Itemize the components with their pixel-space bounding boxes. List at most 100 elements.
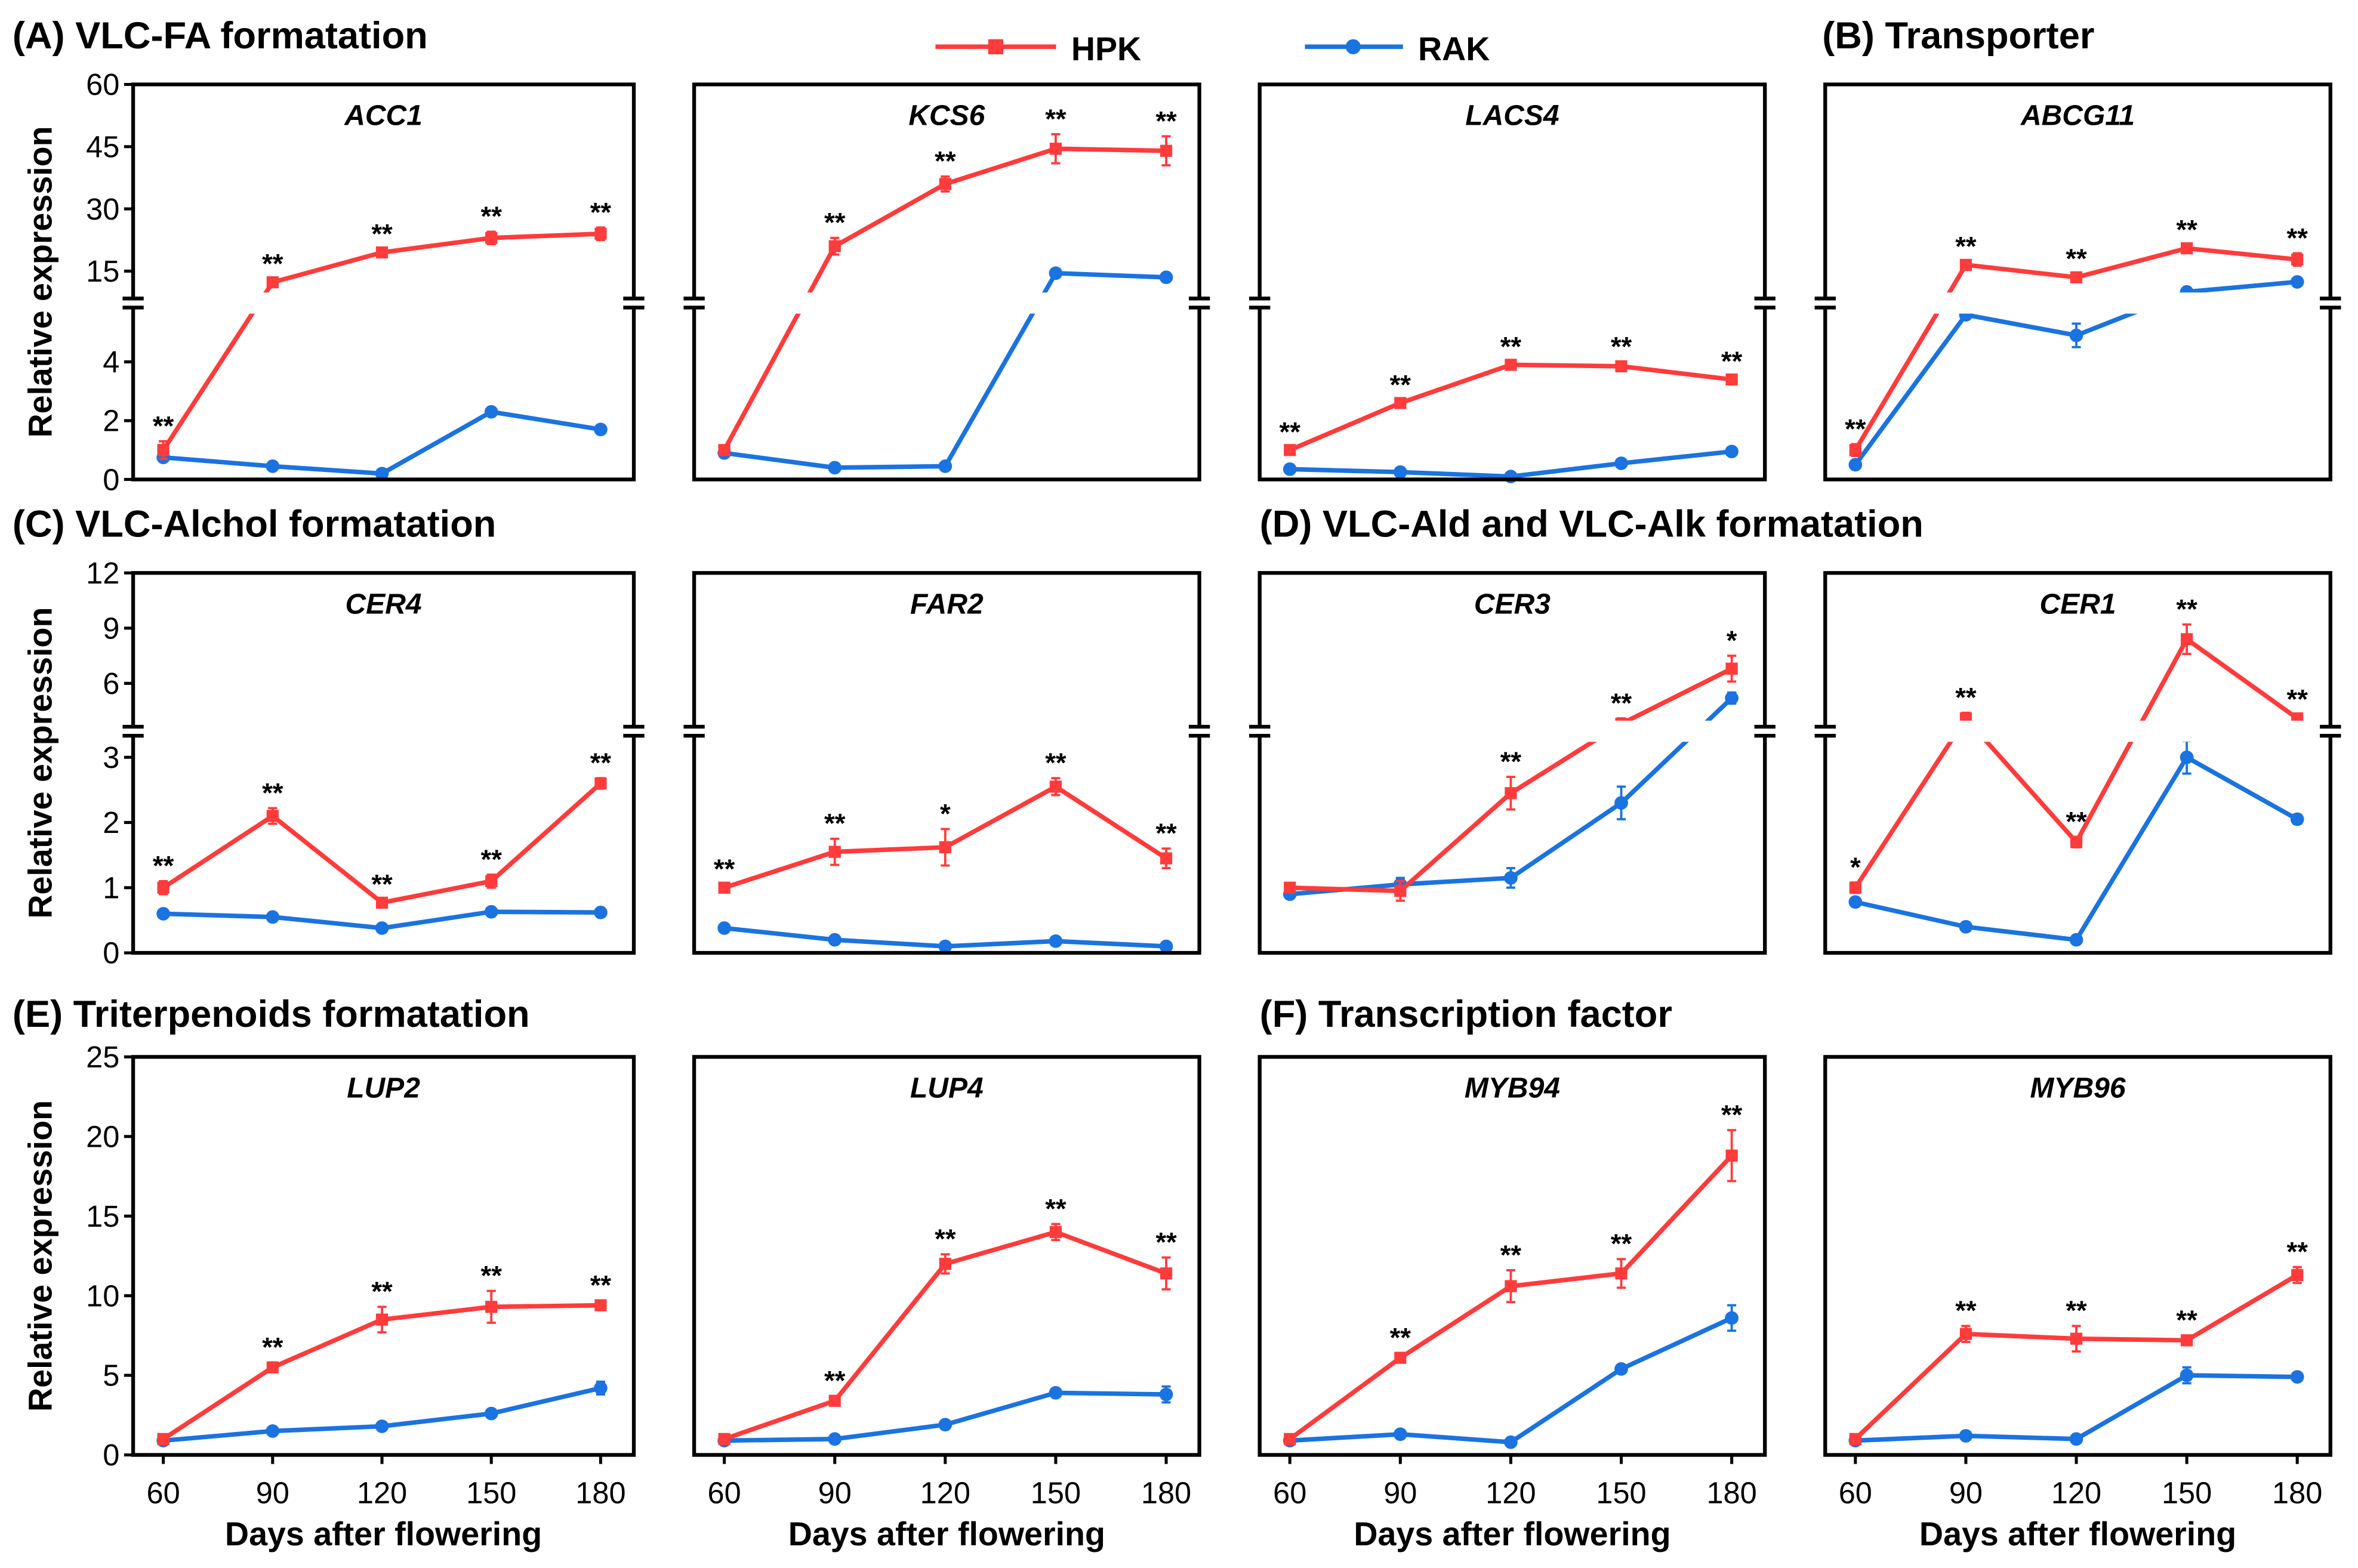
y-tick-label: 6	[103, 666, 119, 700]
x-tick-label: 150	[466, 1476, 516, 1510]
x-tick-label: 120	[920, 1476, 970, 1510]
significance-label: **	[1155, 1227, 1177, 1257]
significance-label: **	[262, 248, 283, 279]
data-point-hpk	[1049, 1226, 1062, 1239]
significance-label: **	[1721, 1100, 1743, 1130]
series-hpk	[157, 777, 607, 909]
significance-label: *	[1850, 852, 1861, 882]
significance-label: **	[1045, 1193, 1067, 1224]
data-point-hpk	[2070, 1332, 2083, 1345]
x-tick-label: 90	[1949, 1476, 1983, 1510]
data-point-rak	[1848, 895, 1863, 909]
y-tick-label: 2	[103, 805, 119, 839]
significance-label: **	[1155, 818, 1177, 848]
series-line-rak	[1855, 1373, 2298, 1443]
significance-label: **	[481, 844, 503, 875]
significance-label: **	[1280, 416, 1301, 447]
data-point-rak	[2069, 328, 2083, 342]
data-point-hpk	[485, 1301, 498, 1313]
y-tick-label: 0	[103, 462, 119, 496]
section-title-f: (F) Transcription factor	[1260, 993, 1672, 1035]
data-point-rak	[1959, 1429, 1973, 1443]
y-tick-label: 60	[86, 67, 119, 101]
data-point-hpk	[1725, 662, 1738, 675]
panel-title: CER4	[346, 588, 422, 620]
data-point-hpk	[2070, 271, 2083, 283]
series-rak	[717, 266, 1173, 475]
series-hpk	[157, 226, 607, 460]
y-tick-label: 15	[86, 1199, 119, 1233]
axis-break-gap	[136, 720, 631, 742]
significance-label: **	[1955, 231, 1977, 261]
y-tick-label: 12	[86, 556, 119, 590]
panel-title: LUP2	[347, 1073, 420, 1104]
significance-label: **	[1500, 1240, 1522, 1270]
significance-label: **	[935, 1224, 956, 1254]
data-point-hpk	[1849, 444, 1861, 456]
data-point-rak	[1393, 1427, 1407, 1442]
series-rak	[717, 921, 1173, 953]
data-point-rak	[938, 939, 953, 953]
significance-label: **	[2176, 594, 2197, 625]
data-point-rak	[1504, 871, 1518, 885]
x-tick-label: 120	[1485, 1476, 1536, 1510]
section-title-e: (E) Triterpenoids formatation	[13, 993, 530, 1035]
significance-label: **	[153, 851, 174, 881]
data-point-rak	[1614, 1362, 1628, 1376]
series-rak	[156, 1380, 608, 1447]
plot-frame	[131, 82, 636, 481]
section-title-a: (A) VLC-FA formatation	[13, 15, 428, 57]
data-point-rak	[594, 422, 608, 437]
series-hpk	[1849, 1265, 2304, 1445]
panel-myb94: ** ** ** ** MYB94 60 90 120 150 180 Days after flo…	[1257, 1055, 1767, 1552]
significance-label: **	[1845, 413, 1866, 444]
data-point-hpk	[375, 1313, 389, 1326]
panel-title: LACS4	[1465, 100, 1559, 132]
significance-label: **	[262, 777, 283, 808]
legend-hpk-label: HPK	[1071, 30, 1141, 67]
panel-title: ACC1	[344, 100, 423, 132]
data-point-rak	[484, 905, 498, 919]
significance-label: **	[1955, 683, 1977, 713]
significance-label: **	[590, 197, 612, 227]
y-tick-label: 2	[103, 404, 119, 438]
significance-label: **	[1390, 1323, 1411, 1353]
data-point-rak	[375, 467, 389, 481]
data-point-hpk	[1505, 359, 1517, 371]
panel-lup2: ** ** ** ** LUP2 0 5 10 15 20 25 Relative expressio…	[22, 1040, 636, 1552]
x-tick-label: 90	[1383, 1476, 1417, 1510]
significance-label: **	[2287, 684, 2308, 715]
significance-label: **	[1045, 748, 1067, 778]
significance-label: **	[1611, 688, 1632, 718]
data-point-hpk	[828, 845, 841, 858]
data-point-hpk	[1284, 444, 1296, 456]
panel-title: MYB94	[1465, 1073, 1560, 1104]
series-hpk	[718, 133, 1173, 456]
x-tick-label: 60	[708, 1476, 741, 1510]
y-axis-label: Relative expression	[22, 126, 59, 437]
x-axis-label: Days after flowering	[1354, 1515, 1670, 1552]
data-point-hpk	[2291, 1268, 2304, 1282]
x-tick-label: 150	[1031, 1476, 1081, 1510]
plot-frame	[1257, 82, 1767, 481]
y-tick-label: 25	[86, 1040, 119, 1074]
y-tick-label: 4	[103, 345, 119, 379]
x-tick-label: 180	[575, 1476, 625, 1510]
data-point-rak	[1848, 458, 1863, 472]
data-point-hpk	[157, 444, 169, 456]
y-tick-label: 20	[86, 1119, 119, 1153]
y-tick-label: 45	[86, 129, 119, 163]
data-point-rak	[938, 459, 953, 473]
x-axis-label: Days after flowering	[1919, 1515, 2236, 1552]
series-rak	[1283, 1304, 1739, 1449]
panel-title: KCS6	[908, 100, 985, 132]
significance-label: **	[590, 1270, 612, 1301]
data-point-hpk	[2181, 1334, 2193, 1347]
data-point-rak	[375, 921, 389, 935]
data-point-rak	[1049, 266, 1063, 280]
significance-label: **	[481, 1261, 503, 1291]
plot-frame	[692, 571, 1201, 955]
x-tick-label: 180	[2272, 1476, 2322, 1510]
x-tick-label: 60	[147, 1476, 180, 1510]
